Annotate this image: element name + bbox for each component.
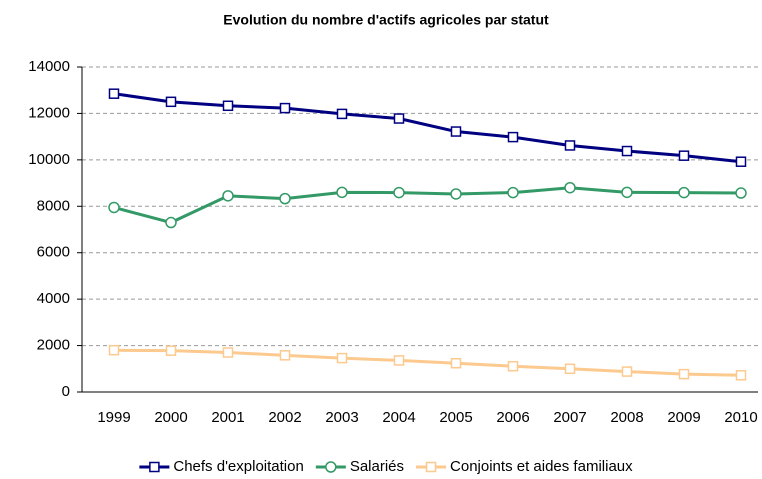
y-tick-label: 6000	[37, 244, 70, 261]
data-point	[564, 363, 576, 375]
y-tick-label: 2000	[37, 337, 70, 354]
data-point	[393, 355, 405, 366]
data-point	[507, 360, 519, 372]
series-line	[113, 92, 742, 164]
data-point	[165, 96, 177, 108]
data-point	[222, 190, 234, 202]
data-point	[564, 140, 576, 151]
y-tick-label: 12000	[28, 104, 70, 121]
legend-label: Chefs d'exploitation	[173, 458, 303, 475]
x-tick-label: 2007	[553, 409, 586, 426]
x-tick-label: 1999	[97, 409, 130, 426]
data-point	[165, 345, 177, 356]
data-point	[621, 366, 633, 377]
x-tick-label: 2000	[154, 409, 187, 426]
data-point	[621, 186, 633, 199]
y-tick-label: 4000	[37, 290, 70, 307]
data-point	[336, 352, 348, 364]
legend-marker	[425, 461, 437, 473]
x-tick-label: 2008	[610, 409, 643, 426]
y-tick-label: 14000	[28, 58, 70, 75]
legend-marker	[325, 461, 337, 473]
data-point	[336, 108, 348, 120]
x-tick-label: 2003	[325, 409, 358, 426]
x-tick-label: 2002	[268, 409, 301, 426]
data-point	[735, 156, 747, 167]
legend-label: Conjoints et aides familiaux	[450, 458, 633, 475]
data-point	[108, 88, 120, 99]
x-tick-label: 2001	[211, 409, 244, 426]
data-point	[450, 188, 462, 200]
x-tick-label: 2004	[382, 409, 415, 426]
data-point	[222, 100, 234, 112]
data-point	[279, 192, 291, 205]
legend-marker	[149, 461, 160, 473]
x-tick-label: 2009	[667, 409, 700, 426]
y-tick-label: 0	[62, 383, 70, 400]
y-tick-label: 10000	[28, 151, 70, 168]
data-point	[279, 102, 291, 114]
series-line	[113, 186, 742, 225]
data-point	[564, 181, 576, 194]
data-point	[450, 357, 462, 369]
data-point	[507, 186, 519, 199]
data-point	[678, 368, 690, 380]
data-point	[108, 201, 120, 214]
data-point	[393, 113, 405, 124]
data-point	[507, 131, 519, 143]
data-point	[279, 350, 291, 361]
data-point	[678, 150, 690, 161]
data-point	[222, 347, 234, 358]
data-point	[735, 187, 747, 199]
x-tick-label: 2010	[724, 409, 757, 426]
data-point	[621, 145, 633, 157]
data-point	[393, 186, 405, 199]
data-point	[735, 370, 747, 381]
data-point	[450, 126, 462, 137]
y-tick-label: 8000	[37, 197, 70, 214]
data-point	[678, 186, 690, 199]
x-tick-label: 2006	[496, 409, 529, 426]
chart-title: Evolution du nombre d'actifs agricoles p…	[223, 12, 549, 28]
data-point	[165, 216, 177, 229]
data-point	[336, 186, 348, 199]
data-point	[108, 344, 120, 356]
legend-label: Salariés	[350, 458, 404, 475]
x-tick-label: 2005	[439, 409, 472, 426]
series-line	[113, 348, 742, 377]
